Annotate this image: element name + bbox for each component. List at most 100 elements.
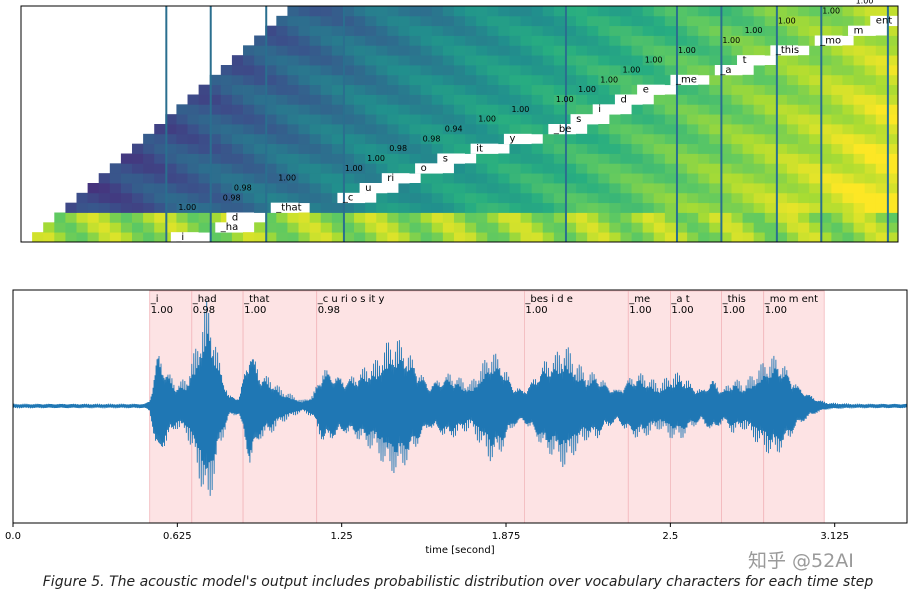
- heatmap-cell: [809, 163, 821, 174]
- heatmap-cell: [342, 124, 355, 135]
- heatmap-cell: [398, 104, 410, 115]
- heatmap-cell: [587, 6, 599, 17]
- heatmap-cell: [331, 173, 344, 184]
- heatmap-cell: [687, 15, 699, 27]
- heatmap-cell: [487, 173, 499, 184]
- heatmap-cell: [731, 173, 743, 184]
- heatmap-cell: [631, 35, 644, 46]
- heatmap-cell: [798, 114, 810, 125]
- heatmap-cell: [453, 84, 466, 95]
- heatmap-cell: [298, 114, 311, 125]
- heatmap-cell: [687, 104, 699, 115]
- waveform-segment-label: _me: [628, 294, 650, 305]
- heatmap-cell: [798, 35, 810, 46]
- waveform-segment-prob: 0.98: [318, 305, 340, 316]
- heatmap-cell: [653, 74, 666, 86]
- heatmap-cell: [187, 173, 200, 184]
- heatmap-cell: [254, 35, 266, 46]
- heatmap-cell: [243, 94, 255, 105]
- heatmap-cell: [243, 232, 255, 243]
- heatmap-cell: [387, 25, 399, 36]
- heatmap-cell: [698, 173, 710, 184]
- heatmap-cell: [120, 212, 133, 223]
- heatmap-cell: [831, 55, 843, 66]
- heatmap-cell: [576, 212, 588, 223]
- heatmap-selected-cell: [592, 104, 621, 115]
- heatmap-cell: [132, 173, 144, 184]
- heatmap-cell: [342, 173, 355, 184]
- heatmap-cell: [609, 183, 621, 194]
- heatmap-cell: [576, 65, 588, 76]
- heatmap-cell: [664, 173, 677, 184]
- heatmap-cell: [487, 192, 499, 204]
- heatmap-cell: [354, 173, 366, 184]
- heatmap-cell: [598, 25, 610, 36]
- heatmap-cell: [265, 45, 277, 56]
- heatmap-cell: [76, 212, 89, 223]
- heatmap-cell: [409, 104, 422, 115]
- heatmap-cell: [342, 25, 355, 36]
- heatmap-cell: [809, 104, 821, 115]
- heatmap-cell: [687, 45, 699, 56]
- heatmap-cell: [376, 143, 388, 154]
- heatmap-cell: [442, 15, 455, 27]
- heatmap-cell: [576, 143, 588, 154]
- heatmap-cell: [886, 163, 899, 174]
- heatmap-cell: [642, 74, 655, 86]
- heatmap-cell: [287, 74, 299, 86]
- heatmap-cell: [820, 114, 832, 125]
- heatmap-cell: [143, 232, 155, 243]
- heatmap-cell: [775, 124, 788, 135]
- heatmap-cell: [409, 65, 422, 76]
- heatmap-cell: [143, 143, 155, 154]
- heatmap-cell: [642, 25, 655, 36]
- heatmap-cell: [409, 25, 422, 36]
- heatmap-cell: [220, 74, 233, 86]
- heatmap-cell: [220, 163, 233, 174]
- heatmap-cell: [442, 94, 455, 105]
- heatmap-cell: [442, 173, 455, 184]
- heatmap-cell: [786, 35, 799, 46]
- heatmap-cell: [365, 15, 377, 27]
- heatmap-cell: [387, 124, 399, 135]
- heatmap-cell: [620, 6, 632, 17]
- heatmap-cell: [309, 202, 322, 213]
- heatmap-cell: [564, 183, 577, 194]
- heatmap-cell: [143, 183, 155, 194]
- waveform-frame: [12, 289, 908, 524]
- heatmap-cell: [553, 133, 566, 145]
- heatmap-cell: [254, 94, 266, 105]
- heatmap-cell: [420, 222, 433, 233]
- heatmap-cell: [542, 25, 555, 36]
- heatmap-cell: [487, 55, 499, 66]
- heatmap-cell: [842, 124, 854, 135]
- heatmap-cell: [431, 6, 444, 17]
- heatmap-cell: [864, 212, 877, 223]
- heatmap-cell: [331, 222, 344, 233]
- heatmap-cell: [664, 232, 677, 243]
- heatmap-cell: [853, 143, 866, 154]
- heatmap-cell: [265, 192, 277, 204]
- heatmap-cell: [675, 163, 688, 174]
- heatmap-cell: [809, 192, 821, 204]
- heatmap-cell: [498, 74, 510, 86]
- heatmap-cell: [864, 45, 877, 56]
- heatmap-cell: [853, 192, 866, 204]
- heatmap-cell: [254, 84, 266, 95]
- heatmap-cell: [320, 183, 333, 194]
- heatmap-cell: [231, 74, 244, 86]
- heatmap-cell: [742, 15, 755, 27]
- heatmap-cell: [498, 212, 510, 223]
- heatmap-cell: [298, 222, 311, 233]
- heatmap-cell: [476, 124, 488, 135]
- heatmap-token-prob: 1.00: [345, 164, 363, 173]
- heatmap-cell: [875, 183, 888, 194]
- heatmap-cell: [298, 192, 311, 204]
- heatmap-cell: [365, 212, 377, 223]
- heatmap-cell: [531, 25, 544, 36]
- heatmap-cell: [309, 183, 322, 194]
- heatmap-cell: [254, 202, 266, 213]
- heatmap-cell: [453, 6, 466, 17]
- heatmap-cell: [842, 183, 854, 194]
- heatmap-cell: [576, 173, 588, 184]
